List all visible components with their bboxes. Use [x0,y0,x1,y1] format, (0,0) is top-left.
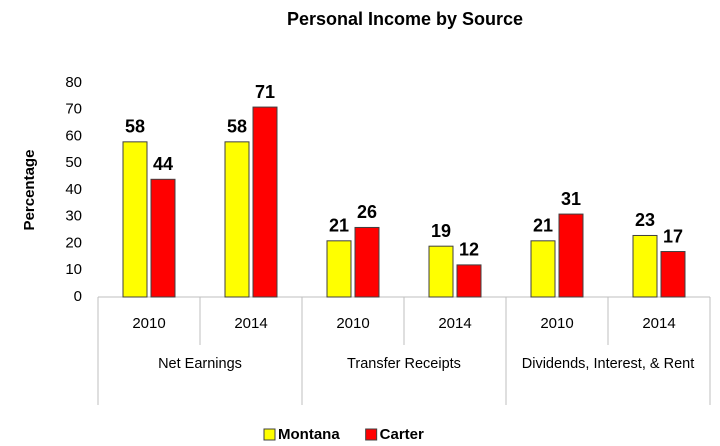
legend-label: Carter [380,426,424,443]
bar [354,226,380,298]
value-label: 58 [227,117,247,137]
y-tick-label: 10 [65,261,82,278]
bar [224,141,250,298]
y-tick-label: 30 [65,208,82,225]
bar [558,213,584,298]
group-label: Net Earnings [158,356,242,372]
x-tick-label: 2010 [336,315,369,332]
value-label: 58 [125,117,145,137]
bar [456,264,482,298]
bar [150,178,176,298]
x-tick-label: 2010 [540,315,573,332]
x-tick-label: 2010 [132,315,165,332]
x-tick-label: 2014 [642,315,675,332]
value-label: 31 [561,189,581,209]
y-tick-label: 70 [65,101,82,118]
bar [660,251,686,298]
y-tick-label: 50 [65,154,82,171]
y-tick-label: 40 [65,181,82,198]
y-tick-label: 0 [74,288,82,305]
value-label: 21 [329,216,349,236]
bar [530,240,556,298]
group-label: Transfer Receipts [347,356,461,372]
legend-swatch [365,428,378,441]
value-label: 71 [255,82,275,102]
y-tick-label: 80 [65,74,82,91]
x-tick-label: 2014 [438,315,471,332]
value-label: 26 [357,202,377,222]
bar [326,240,352,298]
x-tick-label: 2014 [234,315,267,332]
value-label: 21 [533,216,553,236]
group-label: Dividends, Interest, & Rent [521,356,695,372]
y-tick-label: 60 [65,127,82,144]
y-axis-label: Percentage [21,150,38,231]
value-label: 12 [459,240,479,260]
bar [428,245,454,298]
value-label: 19 [431,221,451,241]
y-tick-label: 20 [65,234,82,251]
value-label: 44 [153,154,173,174]
legend-label: Montana [278,426,340,443]
bar [252,106,278,298]
value-label: 23 [635,210,655,230]
chart-title: Personal Income by Source [287,9,523,29]
legend-swatch [263,428,276,441]
bar [122,141,148,298]
bar [632,234,658,298]
value-label: 17 [663,226,683,246]
